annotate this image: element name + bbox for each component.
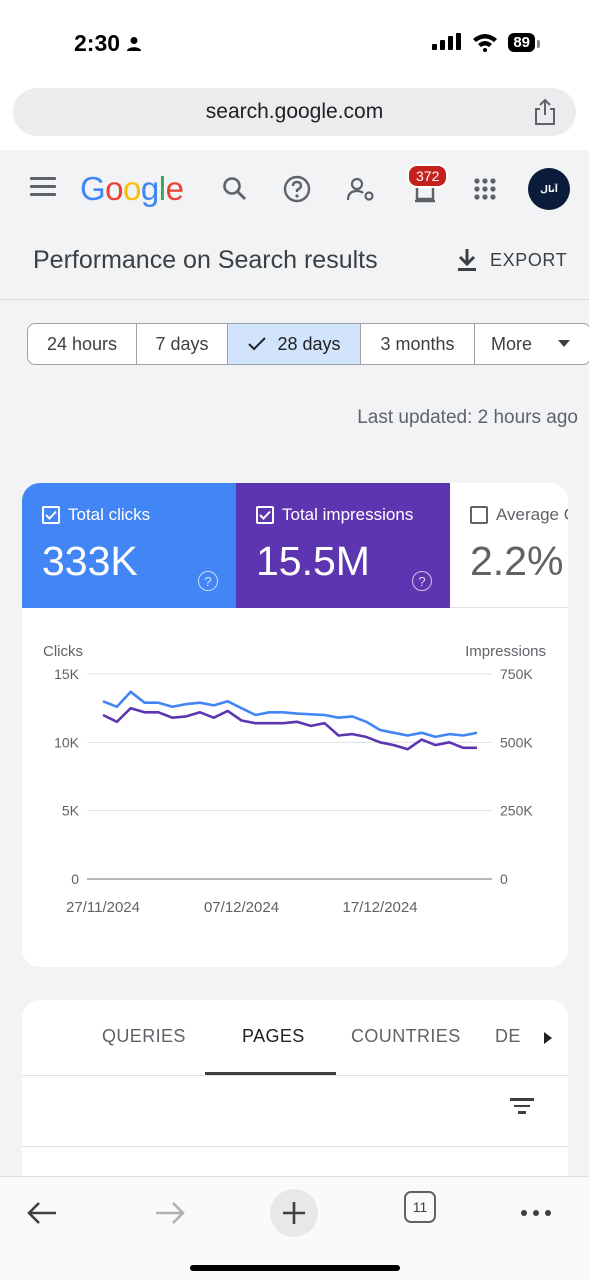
forward-icon[interactable] (150, 1189, 190, 1237)
right-tick-label: 750K (500, 666, 533, 682)
metric-total-impressions[interactable]: Total impressions 15.5M ? (236, 483, 450, 608)
check-icon (259, 510, 271, 520)
back-icon[interactable] (22, 1189, 62, 1237)
right-tick-label: 0 (500, 871, 508, 887)
page-title: Performance on Search results (33, 246, 378, 274)
filter-icon[interactable] (510, 1098, 534, 1116)
metric-total-clicks[interactable]: Total clicks 333K ? (22, 483, 236, 608)
export-button[interactable]: EXPORT (456, 248, 567, 272)
google-logo[interactable]: Google (80, 170, 184, 207)
download-icon (458, 249, 476, 271)
manage-users-icon[interactable] (344, 172, 378, 206)
app-header: Google 372 ﺁﻧﺎﻝ (0, 150, 589, 230)
url-text[interactable]: search.google.com (205, 100, 384, 123)
search-icon[interactable] (218, 172, 252, 206)
range-more-dropdown[interactable]: More (475, 324, 589, 364)
range-28-days[interactable]: 28 days (228, 324, 361, 364)
more-options-icon[interactable] (516, 1189, 556, 1237)
impressions-checkbox[interactable] (256, 506, 274, 524)
check-icon (248, 337, 267, 351)
left-tick-label: 15K (54, 666, 80, 682)
status-bar: 2:30 89 (0, 0, 589, 80)
active-tab-indicator (205, 1072, 336, 1075)
help-icon[interactable]: ? (412, 571, 432, 591)
left-tick-label: 5K (62, 803, 80, 819)
account-avatar[interactable]: ﺁﻧﺎﻝ (528, 168, 570, 210)
metric-label: Total clicks (68, 505, 151, 524)
menu-icon[interactable] (30, 177, 56, 197)
performance-card: Total clicks 333K ? Total impressions 15… (22, 483, 568, 967)
check-icon (45, 510, 57, 520)
last-updated-text: Last updated: 2 hours ago (357, 407, 578, 428)
new-tab-button[interactable] (270, 1189, 318, 1237)
clicks-series-line (102, 690, 478, 739)
status-indicators: 89 (432, 32, 540, 52)
tab-devices[interactable]: DE (495, 1026, 521, 1046)
dropdown-arrow-icon (558, 340, 571, 347)
notification-count-badge: 372 (407, 164, 449, 188)
metric-value: 15.5M (256, 538, 370, 584)
apps-grid-icon[interactable] (468, 172, 502, 206)
signal-icon (432, 33, 462, 50)
tab-pages[interactable]: PAGES (242, 1026, 305, 1046)
tab-countries[interactable]: COUNTRIES (351, 1026, 461, 1046)
page-title-row: Performance on Search results EXPORT (0, 230, 589, 300)
battery-indicator: 89 (508, 32, 540, 52)
left-axis-label: Clicks (43, 643, 83, 660)
impressions-series-line (102, 706, 477, 751)
status-time: 2:30 (74, 30, 142, 57)
divider (22, 1075, 568, 1076)
help-icon[interactable]: ? (198, 571, 218, 591)
page-content: Google 372 ﺁﻧﺎﻝ Performance on Search re… (0, 150, 589, 1176)
x-tick-label: 17/12/2024 (342, 899, 417, 916)
tab-queries[interactable]: QUERIES (102, 1026, 186, 1046)
range-3-months[interactable]: 3 months (361, 324, 475, 364)
metric-label: Total impressions (282, 505, 414, 524)
divider (22, 1146, 568, 1147)
clicks-checkbox[interactable] (42, 506, 60, 524)
x-tick-label: 27/11/2024 (66, 899, 140, 916)
metric-value: 333K (42, 538, 138, 584)
ctr-checkbox[interactable] (470, 506, 488, 524)
left-tick-label: 0 (71, 871, 79, 887)
range-7-days[interactable]: 7 days (137, 324, 228, 364)
person-icon (127, 36, 142, 51)
right-tick-label: 500K (500, 734, 533, 750)
home-indicator (190, 1265, 400, 1271)
address-bar[interactable]: search.google.com (13, 88, 576, 136)
tab-switcher-button[interactable]: 11 (404, 1191, 436, 1223)
right-tick-label: 250K (500, 803, 533, 819)
tabs-scroll-right-icon[interactable] (544, 1032, 552, 1044)
dimension-tabs-card: QUERIES PAGES COUNTRIES DE (22, 1000, 568, 1176)
x-tick-label: 07/12/2024 (204, 899, 279, 916)
metric-value: 2.2% (470, 538, 564, 584)
help-icon[interactable] (280, 172, 314, 206)
metric-average-ctr[interactable]: Average CTR 2.2% (450, 483, 568, 608)
share-icon[interactable] (532, 98, 558, 126)
wifi-icon (473, 34, 498, 52)
plus-icon (283, 1202, 305, 1224)
date-range-selector: 24 hours 7 days 28 days 3 months More (27, 323, 589, 365)
performance-chart: Clicks Impressions 0 0 5K 250K 10K 500K 15K 750K 2… (22, 608, 568, 967)
range-24-hours[interactable]: 24 hours (28, 324, 137, 364)
right-axis-label: Impressions (465, 643, 546, 660)
left-tick-label: 10K (54, 734, 80, 750)
chart-svg: Clicks Impressions 0 0 5K 250K 10K 500K 15K 750K 2… (43, 643, 546, 916)
browser-toolbar: 11 (0, 1176, 589, 1280)
metric-label: Average CTR (496, 505, 568, 524)
